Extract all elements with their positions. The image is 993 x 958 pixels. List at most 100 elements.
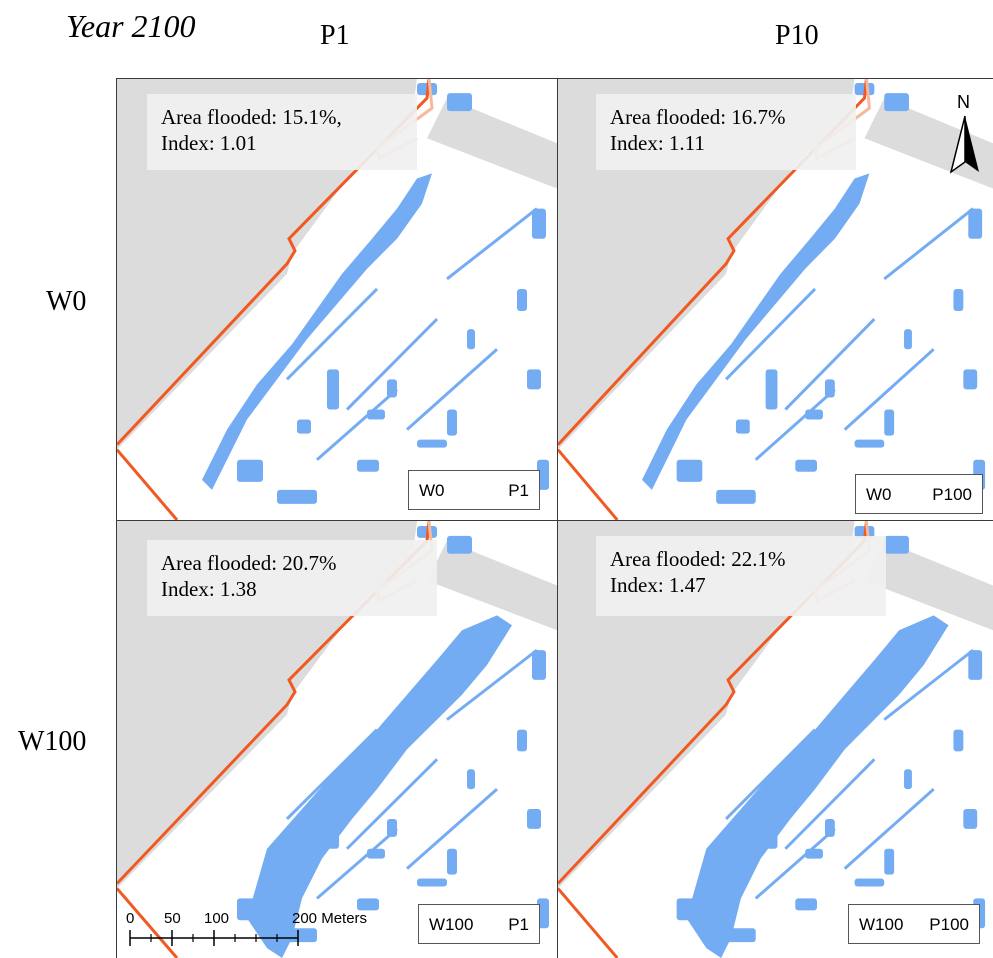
flooded-patch	[963, 369, 978, 390]
north-arrow-icon: N	[945, 92, 985, 182]
north-label: N	[957, 92, 970, 112]
tag-p: P100	[929, 915, 969, 934]
land-area	[558, 78, 855, 450]
flooded-patch	[884, 535, 909, 554]
flooded-patch	[716, 928, 756, 943]
area-flooded-text: Area flooded: 22.1%	[610, 547, 786, 571]
scenario-tag: W100 P1	[418, 904, 540, 944]
flooded-streak	[345, 318, 439, 411]
index-text: Index: 1.11	[610, 131, 705, 155]
flooded-patch	[447, 848, 457, 875]
tag-w: W0	[866, 485, 892, 504]
flooded-area	[642, 173, 870, 490]
flooded-patch	[297, 419, 311, 434]
flooded-streak	[784, 758, 876, 850]
boundary-line	[117, 887, 179, 958]
scenario-tag: W0 P100	[855, 474, 983, 514]
boundary-line	[558, 448, 619, 520]
flooded-area	[686, 615, 949, 958]
flooded-patch	[716, 489, 756, 504]
boundary-line	[117, 521, 431, 885]
row-label-w0: W0	[46, 286, 87, 317]
tag-p: P100	[932, 485, 972, 504]
flooded-patch	[237, 898, 263, 921]
column-label-p1: P1	[320, 20, 350, 51]
boundary-line	[558, 78, 868, 446]
tag-p: P1	[508, 915, 529, 934]
flooded-patch	[327, 369, 339, 410]
flooded-patch	[963, 809, 978, 829]
panel-border	[116, 78, 993, 79]
flooded-patch	[854, 878, 885, 887]
flooded-patch	[417, 439, 447, 448]
flooded-streak	[406, 788, 498, 870]
flooded-patch	[417, 878, 447, 887]
flooded-patch	[467, 329, 475, 350]
flooded-patch	[447, 93, 472, 112]
scale-label: 0	[126, 910, 135, 927]
flooded-patch	[537, 898, 549, 929]
index-text: Index: 1.01	[161, 131, 257, 155]
road-area	[427, 98, 557, 189]
flooded-patch	[327, 809, 339, 849]
flooded-patch	[884, 848, 895, 875]
flooded-patch	[467, 769, 475, 790]
tag-p: P1	[508, 481, 529, 500]
flooded-patch	[237, 459, 263, 482]
panel-divider-horizontal	[116, 520, 993, 521]
tag-w: W100	[429, 915, 474, 934]
flooded-patch	[968, 650, 983, 680]
area-flooded-text: Area flooded: 15.1%,	[161, 105, 342, 129]
flooded-patch	[527, 369, 541, 390]
flooded-patch	[854, 439, 885, 448]
tag-w: W0	[419, 481, 445, 500]
road-area	[864, 98, 993, 189]
flooded-patch	[532, 208, 546, 239]
flooded-streak	[883, 207, 975, 281]
flooded-streak	[285, 287, 379, 381]
flooded-streak	[446, 207, 538, 281]
flooded-patch	[953, 729, 964, 752]
column-label-p10: P10	[775, 20, 819, 51]
boundary-line	[117, 78, 431, 446]
boundary-line	[558, 887, 619, 958]
flooded-patch	[527, 809, 541, 829]
panel-divider-vertical	[557, 78, 558, 958]
map-panel-w0-p10	[558, 78, 993, 520]
scenario-tag: W100 P100	[848, 904, 980, 944]
flooded-patch	[884, 93, 909, 112]
flooded-area	[247, 615, 512, 958]
flooded-patch	[968, 208, 983, 239]
flooded-patch	[447, 409, 457, 436]
flooded-patch	[904, 329, 912, 350]
flooded-streak	[316, 827, 398, 900]
flooded-patch	[517, 729, 527, 752]
boundary-line	[117, 448, 179, 520]
flood-info-box: Area flooded: 22.1% Index: 1.47	[596, 536, 886, 616]
flooded-streak	[316, 388, 398, 461]
area-flooded-text: Area flooded: 20.7%	[161, 551, 337, 575]
index-text: Index: 1.38	[161, 577, 257, 601]
flooded-patch	[765, 809, 778, 849]
flood-info-box: Area flooded: 20.7% Index: 1.38	[147, 540, 437, 616]
tag-w: W100	[859, 915, 904, 934]
flooded-patch	[765, 369, 778, 410]
flooded-patch	[795, 459, 818, 472]
flooded-patch	[676, 898, 703, 921]
flood-info-box: Area flooded: 15.1%, Index: 1.01	[147, 94, 417, 170]
flooded-patch	[676, 459, 703, 482]
flooded-patch	[532, 650, 546, 680]
flooded-patch	[517, 288, 527, 312]
road-area	[864, 540, 993, 631]
index-text: Index: 1.47	[610, 573, 706, 597]
area-flooded-text: Area flooded: 16.7%	[610, 105, 786, 129]
flooded-patch	[904, 769, 912, 790]
flooded-patch	[953, 288, 964, 312]
flooded-patch	[357, 459, 379, 472]
flooded-patch	[447, 535, 472, 554]
flooded-patch	[297, 858, 311, 873]
flooded-streak	[784, 318, 876, 411]
flooded-streak	[345, 758, 439, 850]
flooded-patch	[735, 419, 750, 434]
scale-bar: 0 50 100 200 Meters	[120, 910, 410, 958]
